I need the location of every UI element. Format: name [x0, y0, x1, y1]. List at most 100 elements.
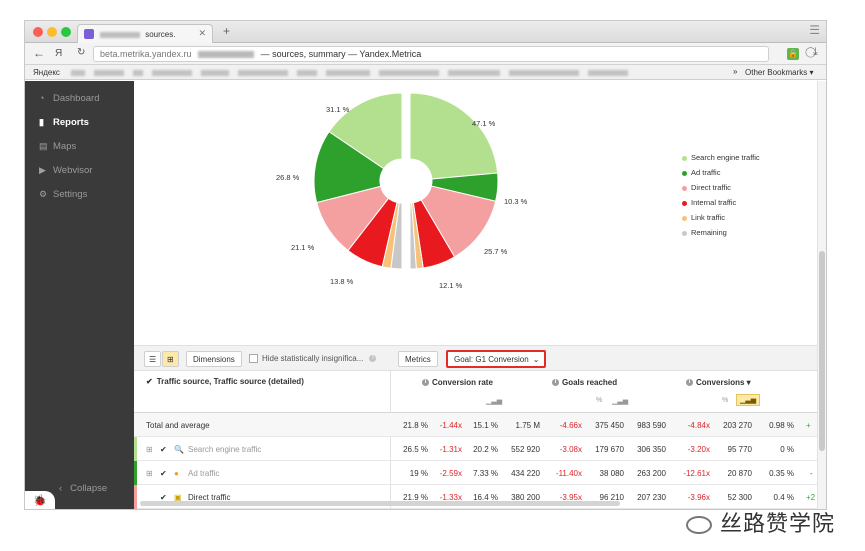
- horizontal-scrollbar[interactable]: [140, 501, 620, 506]
- pie-slice[interactable]: [409, 92, 499, 180]
- watermark-text: 丝路赞学院: [720, 512, 836, 537]
- url-input[interactable]: beta.metrika.yandex.ru — sources, summar…: [93, 46, 769, 62]
- legend-item[interactable]: Ad traffic: [682, 168, 760, 183]
- sidebar-item-settings[interactable]: ⚙ Settings: [39, 189, 87, 200]
- hide-insignificant-checkbox[interactable]: Hide statistically insignifica... i: [249, 354, 379, 364]
- bookmark-yandex[interactable]: Яндекс: [33, 68, 60, 77]
- report-content: 47.1 % 10.3 % 25.7 % 12.1 % 13.8 % 21.1 …: [134, 81, 826, 509]
- ad-icon: ●: [174, 469, 179, 478]
- pie-slice[interactable]: [347, 197, 398, 268]
- cell: 19 %: [409, 469, 428, 478]
- metric-header-label: Goals reached: [562, 378, 618, 387]
- hide-insignificant-label: Hide statistically insignifica...: [262, 354, 364, 363]
- metric-header-goals-reached[interactable]: i Goals reached: [552, 378, 617, 387]
- cell: 16.4 %: [473, 493, 498, 502]
- download-icon[interactable]: ⤓: [813, 46, 818, 58]
- chart-toggle-active-icon[interactable]: ▁▃▅: [736, 394, 761, 406]
- menu-icon[interactable]: ☰: [809, 23, 820, 37]
- table-row-total[interactable]: Total and average 21.8 % -1.44x 15.1 % 1…: [134, 413, 826, 437]
- goal-select-label: Goal: G1 Conversion: [454, 355, 529, 364]
- checkmark-icon[interactable]: ✔: [160, 445, 167, 454]
- lock-icon[interactable]: 🔒: [787, 48, 799, 60]
- chart-toggle-icon[interactable]: ▁▃▅: [486, 398, 503, 405]
- checkmark-icon[interactable]: ✔: [160, 493, 167, 502]
- cell: 21.9 %: [403, 493, 428, 502]
- dimension-header[interactable]: ✔ Traffic source, Traffic source (detaile…: [146, 377, 304, 386]
- bookmarks-bar: Яндекс » Other Bookmarks ▾: [25, 65, 826, 80]
- legend-item[interactable]: Internal traffic: [682, 198, 760, 213]
- close-window-icon[interactable]: [33, 27, 43, 37]
- pie-label: 31.1 %: [326, 105, 350, 114]
- dashboard-icon: ◔: [39, 93, 45, 103]
- map-icon: ▤: [39, 141, 48, 151]
- cell: 7.33 %: [473, 469, 498, 478]
- info-icon[interactable]: i: [369, 355, 377, 363]
- pie-slice[interactable]: [390, 202, 403, 270]
- metrics-button[interactable]: Metrics: [398, 351, 438, 367]
- chart-toggle-icon[interactable]: ▁▃▅: [612, 398, 629, 405]
- traffic-pie-chart: [313, 92, 499, 270]
- metric-header-conversions[interactable]: i Conversions ▾: [686, 378, 751, 387]
- table-row[interactable]: ⊞ ✔ ● Ad traffic 19 % -2.59x 7.33 % 434 …: [134, 461, 826, 485]
- list-view-icon[interactable]: ☰: [144, 351, 162, 367]
- legend-item[interactable]: Direct traffic: [682, 183, 760, 198]
- percent-toggle[interactable]: %: [722, 397, 729, 404]
- browser-window: sources. ✕ + ☰ ← Я ↻ beta.metrika.yandex…: [24, 20, 827, 510]
- cell: -1.44x: [439, 421, 462, 430]
- cell: 38 080: [599, 469, 624, 478]
- sidebar-item-label: Webvisor: [53, 165, 93, 176]
- back-arrow-icon[interactable]: ←: [33, 46, 45, 60]
- bookmark-icon[interactable]: ◯: [805, 47, 817, 58]
- gear-icon: ⚙: [39, 189, 48, 199]
- cell: -12.61x: [683, 469, 710, 478]
- legend-item[interactable]: Search engine traffic: [682, 153, 760, 168]
- blurred-bookmarks: [71, 69, 637, 78]
- maximize-window-icon[interactable]: [61, 27, 71, 37]
- table-row[interactable]: ✔ ▣ Direct traffic 21.9 % -1.33x 16.4 % …: [134, 485, 826, 509]
- new-tab-button[interactable]: +: [223, 24, 231, 38]
- bookmarks-chevron[interactable]: »: [733, 67, 738, 76]
- pie-slice[interactable]: [316, 185, 390, 252]
- cell: 21.8 %: [403, 421, 428, 430]
- goal-select[interactable]: Goal: G1 Conversion ⌄: [446, 350, 546, 368]
- cell: +: [806, 421, 811, 430]
- metric-header-conversion-rate[interactable]: i Conversion rate: [422, 378, 493, 387]
- browser-tab[interactable]: sources. ✕: [77, 24, 213, 43]
- table-row[interactable]: ⊞ ✔ 🔍 Search engine traffic 26.5 % -1.31…: [134, 437, 826, 461]
- vertical-scrollbar[interactable]: [817, 81, 826, 509]
- tab-title: sources.: [145, 30, 176, 39]
- pie-slice[interactable]: [328, 92, 403, 170]
- dimensions-button[interactable]: Dimensions: [186, 351, 242, 367]
- pie-slice[interactable]: [409, 202, 417, 270]
- minimize-window-icon[interactable]: [47, 27, 57, 37]
- pie-label: 10.3 %: [504, 197, 528, 206]
- bug-icon[interactable]: 🐞: [25, 491, 55, 509]
- sidebar-item-webvisor[interactable]: ▶ Webvisor: [39, 165, 92, 176]
- collapse-label: Collapse: [70, 483, 108, 494]
- sidebar-item-dashboard[interactable]: ◔ Dashboard: [39, 93, 99, 104]
- close-tab-icon[interactable]: ✕: [198, 28, 206, 38]
- cell: 380 200: [511, 493, 540, 502]
- cell: -: [810, 469, 813, 478]
- collapse-button[interactable]: ‹ Collapse: [59, 483, 107, 494]
- cell: -3.20x: [687, 445, 710, 454]
- sidebar-item-maps[interactable]: ▤ Maps: [39, 141, 76, 152]
- expand-icon[interactable]: ⊞: [146, 445, 153, 454]
- tree-view-icon[interactable]: ⊞: [162, 351, 179, 367]
- expand-icon[interactable]: ⊞: [146, 469, 153, 478]
- checkmark-icon[interactable]: ✔: [160, 469, 167, 478]
- cell: 26.5 %: [403, 445, 428, 454]
- pie-slice[interactable]: [313, 131, 385, 204]
- legend-item[interactable]: Remaining: [682, 228, 760, 243]
- url-domain: beta.metrika.yandex.ru: [100, 49, 192, 59]
- yandex-y-icon[interactable]: Я: [55, 48, 63, 59]
- percent-toggle[interactable]: %: [596, 397, 603, 404]
- other-bookmarks[interactable]: Other Bookmarks ▾: [745, 68, 814, 77]
- legend-item[interactable]: Link traffic: [682, 213, 760, 228]
- cell: 15.1 %: [473, 421, 498, 430]
- pie-label: 26.8 %: [276, 173, 300, 182]
- reload-icon[interactable]: ↻: [77, 47, 86, 58]
- cell: 96 210: [599, 493, 624, 502]
- pie-slice[interactable]: [420, 185, 497, 258]
- sidebar-item-reports[interactable]: ▮ Reports: [39, 117, 89, 128]
